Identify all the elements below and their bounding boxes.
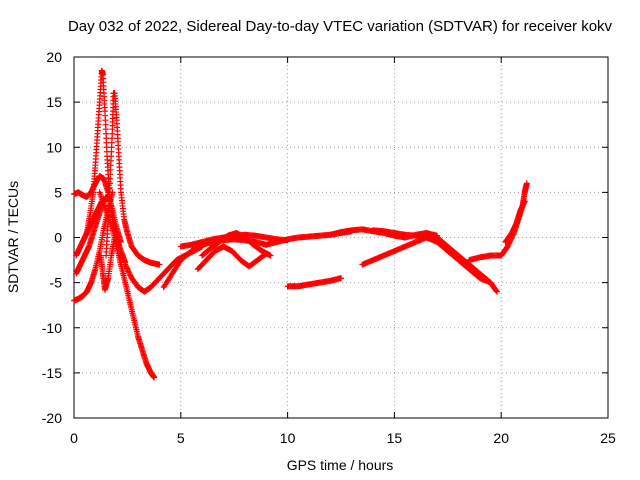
- data-point: [151, 374, 158, 381]
- data-point: [98, 198, 105, 205]
- x-tick-label: 10: [280, 430, 296, 446]
- data-point: [521, 198, 528, 205]
- y-tick-label: -20: [42, 410, 62, 426]
- y-tick-label: 20: [46, 49, 62, 65]
- data-point: [267, 252, 274, 259]
- data-point: [126, 271, 133, 278]
- series-arc-short-low: [284, 275, 344, 290]
- y-tick-label: 10: [46, 139, 62, 155]
- data-point: [505, 240, 512, 247]
- series-arc-low-left: [71, 189, 116, 304]
- x-tick-label: 0: [70, 430, 78, 446]
- x-tick-label: 15: [387, 430, 403, 446]
- series-arc-dip: [97, 234, 118, 293]
- data-point: [109, 189, 116, 196]
- y-tick-label: 5: [54, 184, 62, 200]
- data-point: [493, 287, 500, 294]
- y-tick-label: 15: [46, 94, 62, 110]
- y-tick-label: 0: [54, 230, 62, 246]
- y-tick-label: -15: [42, 365, 62, 381]
- x-axis-label: GPS time / hours: [287, 457, 394, 473]
- series-arc-rise-end-2: [502, 198, 528, 246]
- series-arc-mid-left-2: [73, 198, 105, 259]
- data-point: [103, 193, 110, 200]
- series-arc-wave: [194, 243, 270, 273]
- y-tick-label: -5: [50, 275, 63, 291]
- grid: [74, 57, 608, 418]
- data-point: [504, 243, 511, 250]
- data-point: [122, 261, 129, 268]
- data-point: [111, 234, 118, 241]
- data-point: [127, 272, 134, 279]
- y-tick-label: -10: [42, 320, 62, 336]
- x-tick-label: 20: [493, 430, 509, 446]
- series-arc-right-down-2: [434, 234, 500, 295]
- data-point: [125, 268, 132, 275]
- data-point: [124, 266, 131, 273]
- series-arc-wave-2: [199, 229, 274, 259]
- data-points: [71, 67, 530, 381]
- series-arc-hump-left: [71, 173, 124, 246]
- x-axis: 0 5 10 15 20 25: [70, 57, 616, 446]
- data-point: [338, 275, 344, 282]
- x-tick-label: 25: [600, 430, 616, 446]
- data-point: [126, 269, 133, 276]
- series-arc-right-flat: [466, 252, 505, 264]
- data-point: [156, 261, 163, 268]
- y-axis: -20 -15 -10 -5 0 5 10 15 20: [42, 49, 608, 426]
- y-axis-label: SDTVAR / TECUs: [5, 181, 21, 293]
- data-point: [523, 180, 530, 187]
- series-arc-down-right: [359, 234, 430, 268]
- data-point: [117, 239, 124, 246]
- data-point: [124, 265, 131, 272]
- data-point: [493, 288, 500, 295]
- data-point: [122, 262, 129, 269]
- x-tick-label: 5: [177, 430, 185, 446]
- data-point: [123, 264, 130, 271]
- data-point: [505, 242, 512, 249]
- chart-title: Day 032 of 2022, Sidereal Day-to-day VTE…: [68, 18, 613, 35]
